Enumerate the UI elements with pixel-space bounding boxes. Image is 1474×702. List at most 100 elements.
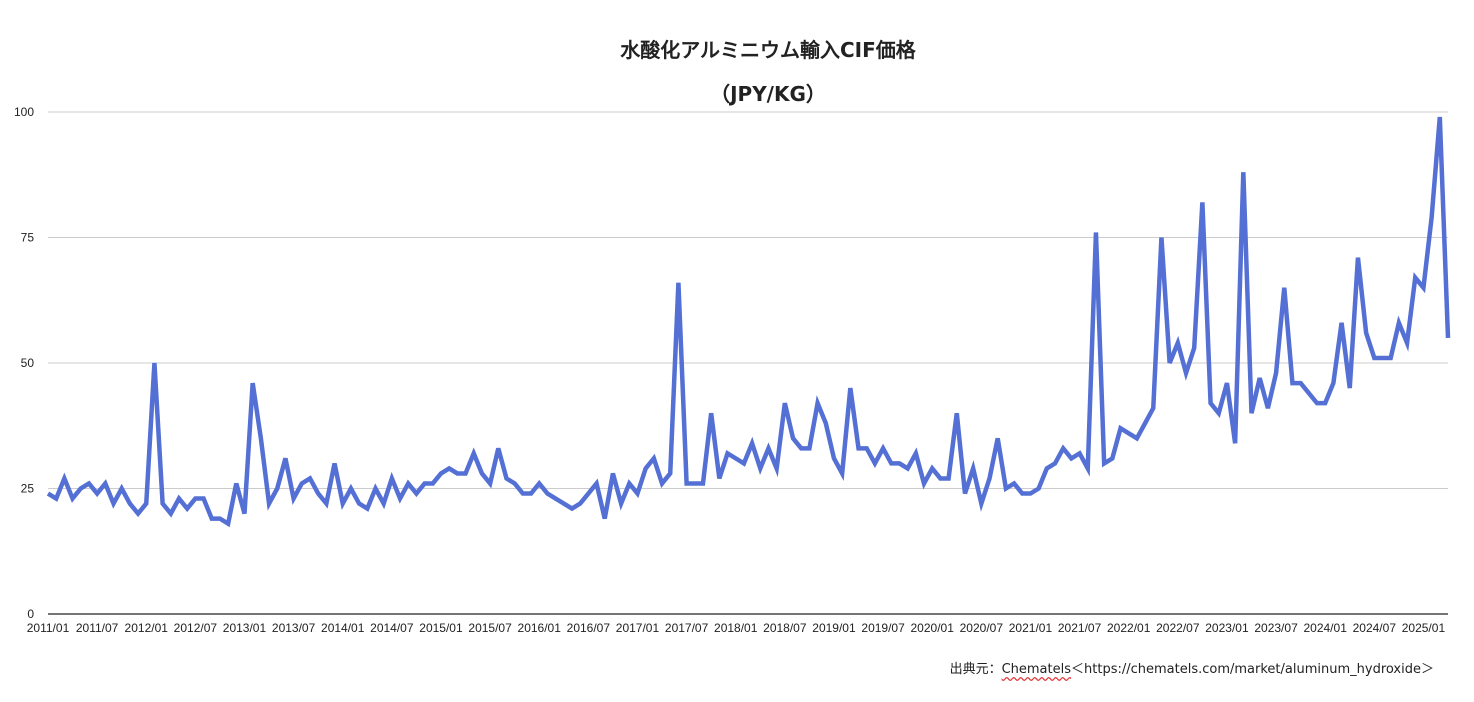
data-point[interactable] [528,491,533,496]
data-point[interactable] [45,491,50,496]
data-point[interactable] [316,491,321,496]
data-point[interactable] [569,506,574,511]
data-point[interactable] [1421,285,1426,290]
data-point[interactable] [1347,386,1352,391]
data-point[interactable] [1364,330,1369,335]
data-point[interactable] [1077,451,1082,456]
data-point[interactable] [807,446,812,451]
data-point[interactable] [1142,421,1147,426]
data-point[interactable] [1429,215,1434,220]
data-point[interactable] [422,481,427,486]
data-point[interactable] [86,481,91,486]
data-point[interactable] [1372,355,1377,360]
data-point[interactable] [1126,431,1131,436]
data-point[interactable] [430,481,435,486]
data-point[interactable] [1282,285,1287,290]
data-point[interactable] [1331,380,1336,385]
data-point[interactable] [471,451,476,456]
data-point[interactable] [1413,275,1418,280]
data-point[interactable] [1167,360,1172,365]
data-point[interactable] [365,506,370,511]
data-point[interactable] [111,501,116,506]
data-point[interactable] [1036,486,1041,491]
data-point[interactable] [463,471,468,476]
data-point[interactable] [438,471,443,476]
data-point[interactable] [176,496,181,501]
data-point[interactable] [332,461,337,466]
data-point[interactable] [414,491,419,496]
data-point[interactable] [602,516,607,521]
data-point[interactable] [930,466,935,471]
data-point[interactable] [160,501,165,506]
data-point[interactable] [1249,411,1254,416]
data-point[interactable] [119,486,124,491]
data-point[interactable] [201,496,206,501]
data-point[interactable] [578,501,583,506]
data-point[interactable] [1396,320,1401,325]
data-point[interactable] [635,491,640,496]
data-point[interactable] [594,481,599,486]
data-point[interactable] [1314,401,1319,406]
data-point[interactable] [1159,235,1164,240]
data-point[interactable] [1044,466,1049,471]
data-point[interactable] [283,456,288,461]
data-point[interactable] [1257,375,1262,380]
data-point[interactable] [1003,486,1008,491]
data-point[interactable] [291,496,296,501]
data-point[interactable] [1233,441,1238,446]
data-point[interactable] [1192,345,1197,350]
data-point[interactable] [520,491,525,496]
data-point[interactable] [880,446,885,451]
data-point[interactable] [496,446,501,451]
data-point[interactable] [389,476,394,481]
data-point[interactable] [250,380,255,385]
data-point[interactable] [897,461,902,466]
data-point[interactable] [1085,466,1090,471]
data-point[interactable] [1388,355,1393,360]
data-point[interactable] [242,511,247,516]
data-point[interactable] [586,491,591,496]
data-point[interactable] [340,501,345,506]
data-point[interactable] [1028,491,1033,496]
data-point[interactable] [406,481,411,486]
data-point[interactable] [324,501,329,506]
data-point[interactable] [774,466,779,471]
data-point[interactable] [561,501,566,506]
data-point[interactable] [815,401,820,406]
data-point[interactable] [889,461,894,466]
data-point[interactable] [782,401,787,406]
data-point[interactable] [700,481,705,486]
data-point[interactable] [1265,406,1270,411]
data-point[interactable] [504,476,509,481]
data-point[interactable] [512,481,517,486]
data-point[interactable] [913,451,918,456]
data-point[interactable] [946,476,951,481]
data-point[interactable] [226,521,231,526]
data-point[interactable] [848,386,853,391]
data-point[interactable] [962,491,967,496]
data-point[interactable] [54,496,59,501]
data-point[interactable] [185,506,190,511]
data-point[interactable] [717,476,722,481]
data-point[interactable] [455,471,460,476]
data-point[interactable] [684,481,689,486]
data-point[interactable] [1020,491,1025,496]
data-point[interactable] [725,451,730,456]
data-point[interactable] [95,491,100,496]
data-point[interactable] [357,501,362,506]
data-point[interactable] [758,466,763,471]
data-point[interactable] [1093,230,1098,235]
data-point[interactable] [627,481,632,486]
data-point[interactable] [193,496,198,501]
data-point[interactable] [979,501,984,506]
data-point[interactable] [1052,461,1057,466]
data-point[interactable] [373,486,378,491]
data-point[interactable] [905,466,910,471]
data-point[interactable] [864,446,869,451]
data-point[interactable] [799,446,804,451]
data-point[interactable] [1298,380,1303,385]
data-point[interactable] [741,461,746,466]
data-point[interactable] [1380,355,1385,360]
data-point[interactable] [135,511,140,516]
data-point[interactable] [1175,340,1180,345]
